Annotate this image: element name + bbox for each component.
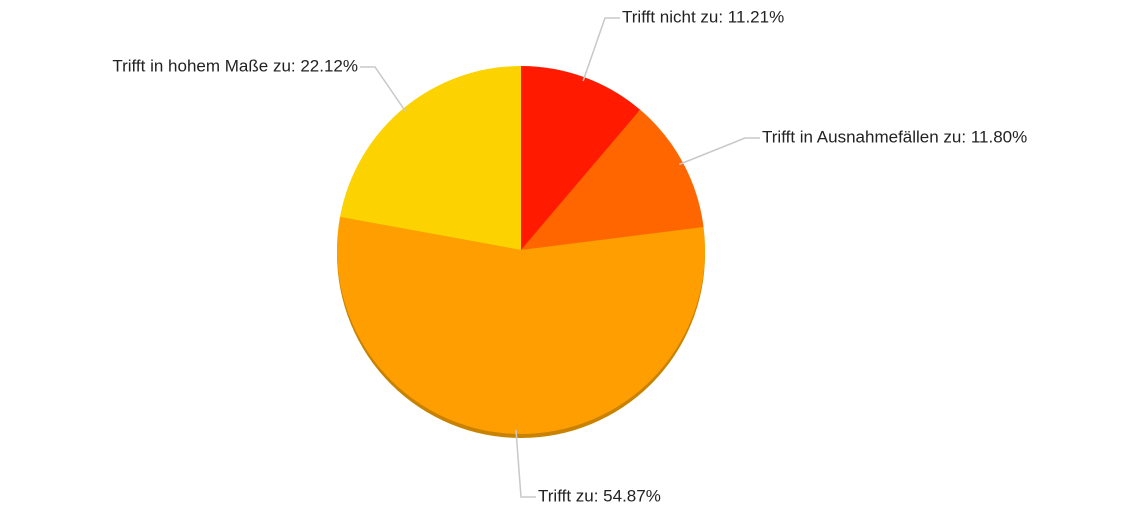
pie-slice (340, 66, 521, 250)
data-label: Trifft nicht zu: 11.21% (622, 7, 784, 26)
pie-slice (337, 216, 705, 435)
leader-line (679, 137, 760, 166)
leader-line (515, 429, 536, 498)
data-label: Trifft zu: 54.87% (538, 486, 661, 505)
leader-line (582, 17, 620, 82)
pie-slice (521, 109, 704, 250)
data-label: Trifft in hohem Maße zu: 22.12% (112, 56, 358, 75)
pie-slice (521, 66, 641, 250)
data-label: Trifft in Ausnahmefällen zu: 11.80% (762, 127, 1027, 146)
leader-line (360, 66, 407, 113)
